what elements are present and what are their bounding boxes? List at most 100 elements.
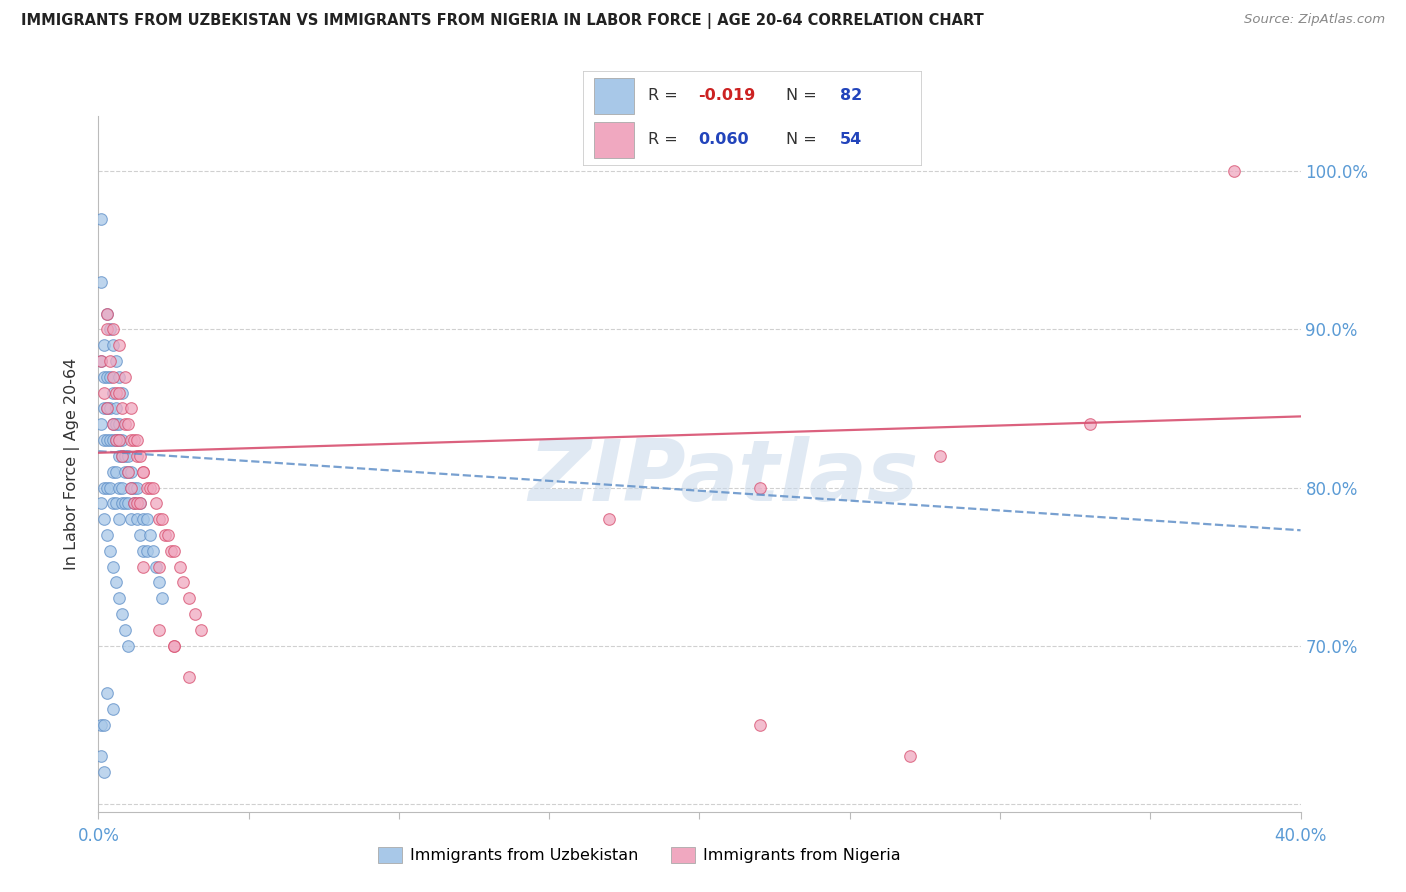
Point bbox=[105, 575, 128, 590]
Point bbox=[169, 559, 191, 574]
Point bbox=[127, 433, 149, 447]
Point bbox=[108, 433, 131, 447]
Point bbox=[96, 528, 118, 542]
Point bbox=[135, 512, 157, 526]
Point bbox=[105, 496, 128, 510]
Point bbox=[93, 481, 115, 495]
Point bbox=[132, 543, 155, 558]
Point bbox=[929, 449, 952, 463]
Point bbox=[105, 433, 128, 447]
Point bbox=[103, 338, 125, 352]
Point bbox=[114, 369, 136, 384]
Point bbox=[100, 433, 122, 447]
Point bbox=[100, 543, 122, 558]
Point bbox=[93, 433, 115, 447]
Point bbox=[100, 481, 122, 495]
Point bbox=[124, 496, 146, 510]
Point bbox=[111, 607, 134, 621]
Point bbox=[93, 385, 115, 400]
Point bbox=[114, 449, 136, 463]
Point bbox=[148, 559, 170, 574]
Point bbox=[93, 369, 115, 384]
Text: N =: N = bbox=[786, 88, 823, 103]
Point bbox=[103, 496, 125, 510]
Point bbox=[105, 433, 128, 447]
Point bbox=[898, 749, 921, 764]
Point bbox=[108, 512, 131, 526]
Point bbox=[100, 369, 122, 384]
Point bbox=[117, 465, 139, 479]
Y-axis label: In Labor Force | Age 20-64: In Labor Force | Age 20-64 bbox=[63, 358, 80, 570]
Point bbox=[111, 385, 134, 400]
Point bbox=[103, 369, 125, 384]
Point bbox=[150, 591, 173, 606]
Point bbox=[598, 512, 620, 526]
Point bbox=[162, 543, 184, 558]
Point bbox=[148, 575, 170, 590]
Point bbox=[108, 385, 131, 400]
Point bbox=[121, 481, 143, 495]
Point bbox=[90, 354, 112, 368]
Point bbox=[153, 528, 176, 542]
Point bbox=[162, 639, 184, 653]
Point bbox=[96, 433, 118, 447]
Point bbox=[138, 481, 160, 495]
Point bbox=[1223, 164, 1246, 178]
Point bbox=[124, 433, 146, 447]
Text: ZIPatlas: ZIPatlas bbox=[529, 436, 918, 519]
Point bbox=[138, 528, 160, 542]
Point bbox=[111, 433, 134, 447]
FancyBboxPatch shape bbox=[593, 122, 634, 158]
Point bbox=[105, 354, 128, 368]
Point bbox=[108, 338, 131, 352]
Point bbox=[103, 559, 125, 574]
Point bbox=[129, 496, 152, 510]
Text: N =: N = bbox=[786, 132, 823, 147]
FancyBboxPatch shape bbox=[593, 78, 634, 113]
Point bbox=[90, 717, 112, 731]
Point bbox=[132, 512, 155, 526]
Point bbox=[90, 211, 112, 226]
Text: Source: ZipAtlas.com: Source: ZipAtlas.com bbox=[1244, 13, 1385, 27]
Point bbox=[96, 307, 118, 321]
Point bbox=[108, 591, 131, 606]
Point bbox=[129, 449, 152, 463]
Point bbox=[117, 417, 139, 432]
Point bbox=[117, 496, 139, 510]
Point bbox=[748, 481, 770, 495]
Point bbox=[190, 623, 212, 637]
Text: -0.019: -0.019 bbox=[699, 88, 755, 103]
Point bbox=[105, 401, 128, 416]
Point bbox=[103, 417, 125, 432]
Point bbox=[96, 322, 118, 336]
Point bbox=[127, 449, 149, 463]
Point bbox=[117, 449, 139, 463]
Point bbox=[132, 559, 155, 574]
Point bbox=[90, 417, 112, 432]
Point bbox=[103, 465, 125, 479]
Point bbox=[96, 481, 118, 495]
Text: 0.060: 0.060 bbox=[699, 132, 749, 147]
Point bbox=[108, 449, 131, 463]
Point bbox=[96, 307, 118, 321]
Point bbox=[114, 496, 136, 510]
Point bbox=[96, 401, 118, 416]
Point bbox=[93, 401, 115, 416]
Point bbox=[111, 496, 134, 510]
Point bbox=[103, 433, 125, 447]
Point bbox=[114, 623, 136, 637]
Point bbox=[103, 322, 125, 336]
Point bbox=[114, 465, 136, 479]
Point bbox=[150, 512, 173, 526]
Point bbox=[1078, 417, 1101, 432]
Point bbox=[117, 639, 139, 653]
Point bbox=[111, 401, 134, 416]
Point bbox=[96, 686, 118, 700]
Point bbox=[90, 749, 112, 764]
Point bbox=[127, 481, 149, 495]
Point bbox=[100, 401, 122, 416]
Point bbox=[129, 496, 152, 510]
Text: 82: 82 bbox=[839, 88, 862, 103]
Text: R =: R = bbox=[648, 88, 682, 103]
Point bbox=[121, 465, 143, 479]
